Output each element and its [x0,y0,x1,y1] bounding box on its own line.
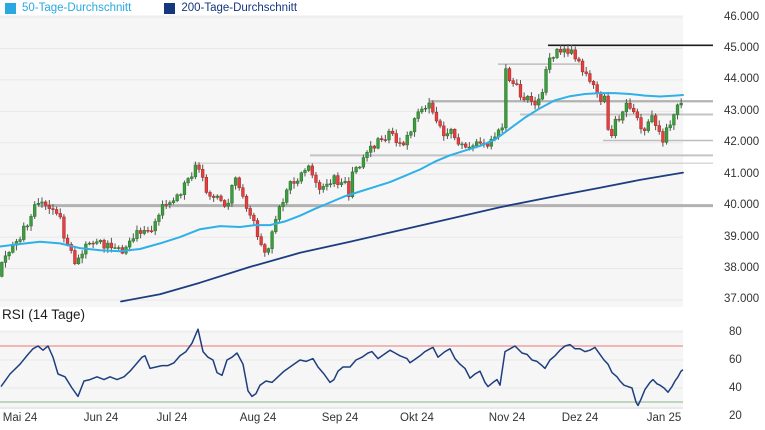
time-axis-label: Mai 24 [2,412,38,424]
rsi-axis-label: 60 [729,353,742,366]
price-axis-label: 45.000 [724,41,760,54]
legend-item-ma200[interactable]: 200-Tage-Durchschnitt [164,2,297,15]
time-axis-label: Aug 24 [239,412,277,424]
time-axis-label: Dez 24 [561,412,599,424]
rsi-axis-label: 80 [729,325,742,338]
chart-legend: 50-Tage-Durchschnitt 200-Tage-Durchschni… [5,1,297,16]
price-axis-label: 46.000 [724,10,760,23]
legend-item-ma50[interactable]: 50-Tage-Durchschnitt [5,2,131,15]
price-axis-label: 41.000 [724,167,760,180]
price-axis-label: 37.000 [724,293,760,306]
time-axis-label: Jul 24 [156,412,188,424]
price-axis-label: 40.000 [724,199,760,212]
price-axis-label: 39.000 [724,230,760,243]
time-axis-label: Jun 24 [83,412,119,424]
ma200-legend-label: 200-Tage-Durchschnitt [181,2,298,14]
time-axis-label: Sep 24 [321,412,359,424]
ma50-legend-label: 50-Tage-Durchschnitt [22,2,132,14]
price-axis-label: 43.000 [724,104,760,117]
time-axis-label: Jan 25 [646,412,682,424]
rsi-panel-title: RSI (14 Tage) [2,307,86,322]
ma50-swatch-icon [5,3,16,14]
time-axis-label: Okt 24 [400,412,434,424]
time-axis-label: Nov 24 [488,412,526,424]
price-axis-label: 44.000 [724,73,760,86]
price-axis-label: 42.000 [724,136,760,149]
price-axis-label: 38.000 [724,262,760,275]
ma200-swatch-icon [164,3,176,14]
rsi-axis-label: 20 [729,409,742,422]
rsi-axis-label: 40 [729,381,742,394]
